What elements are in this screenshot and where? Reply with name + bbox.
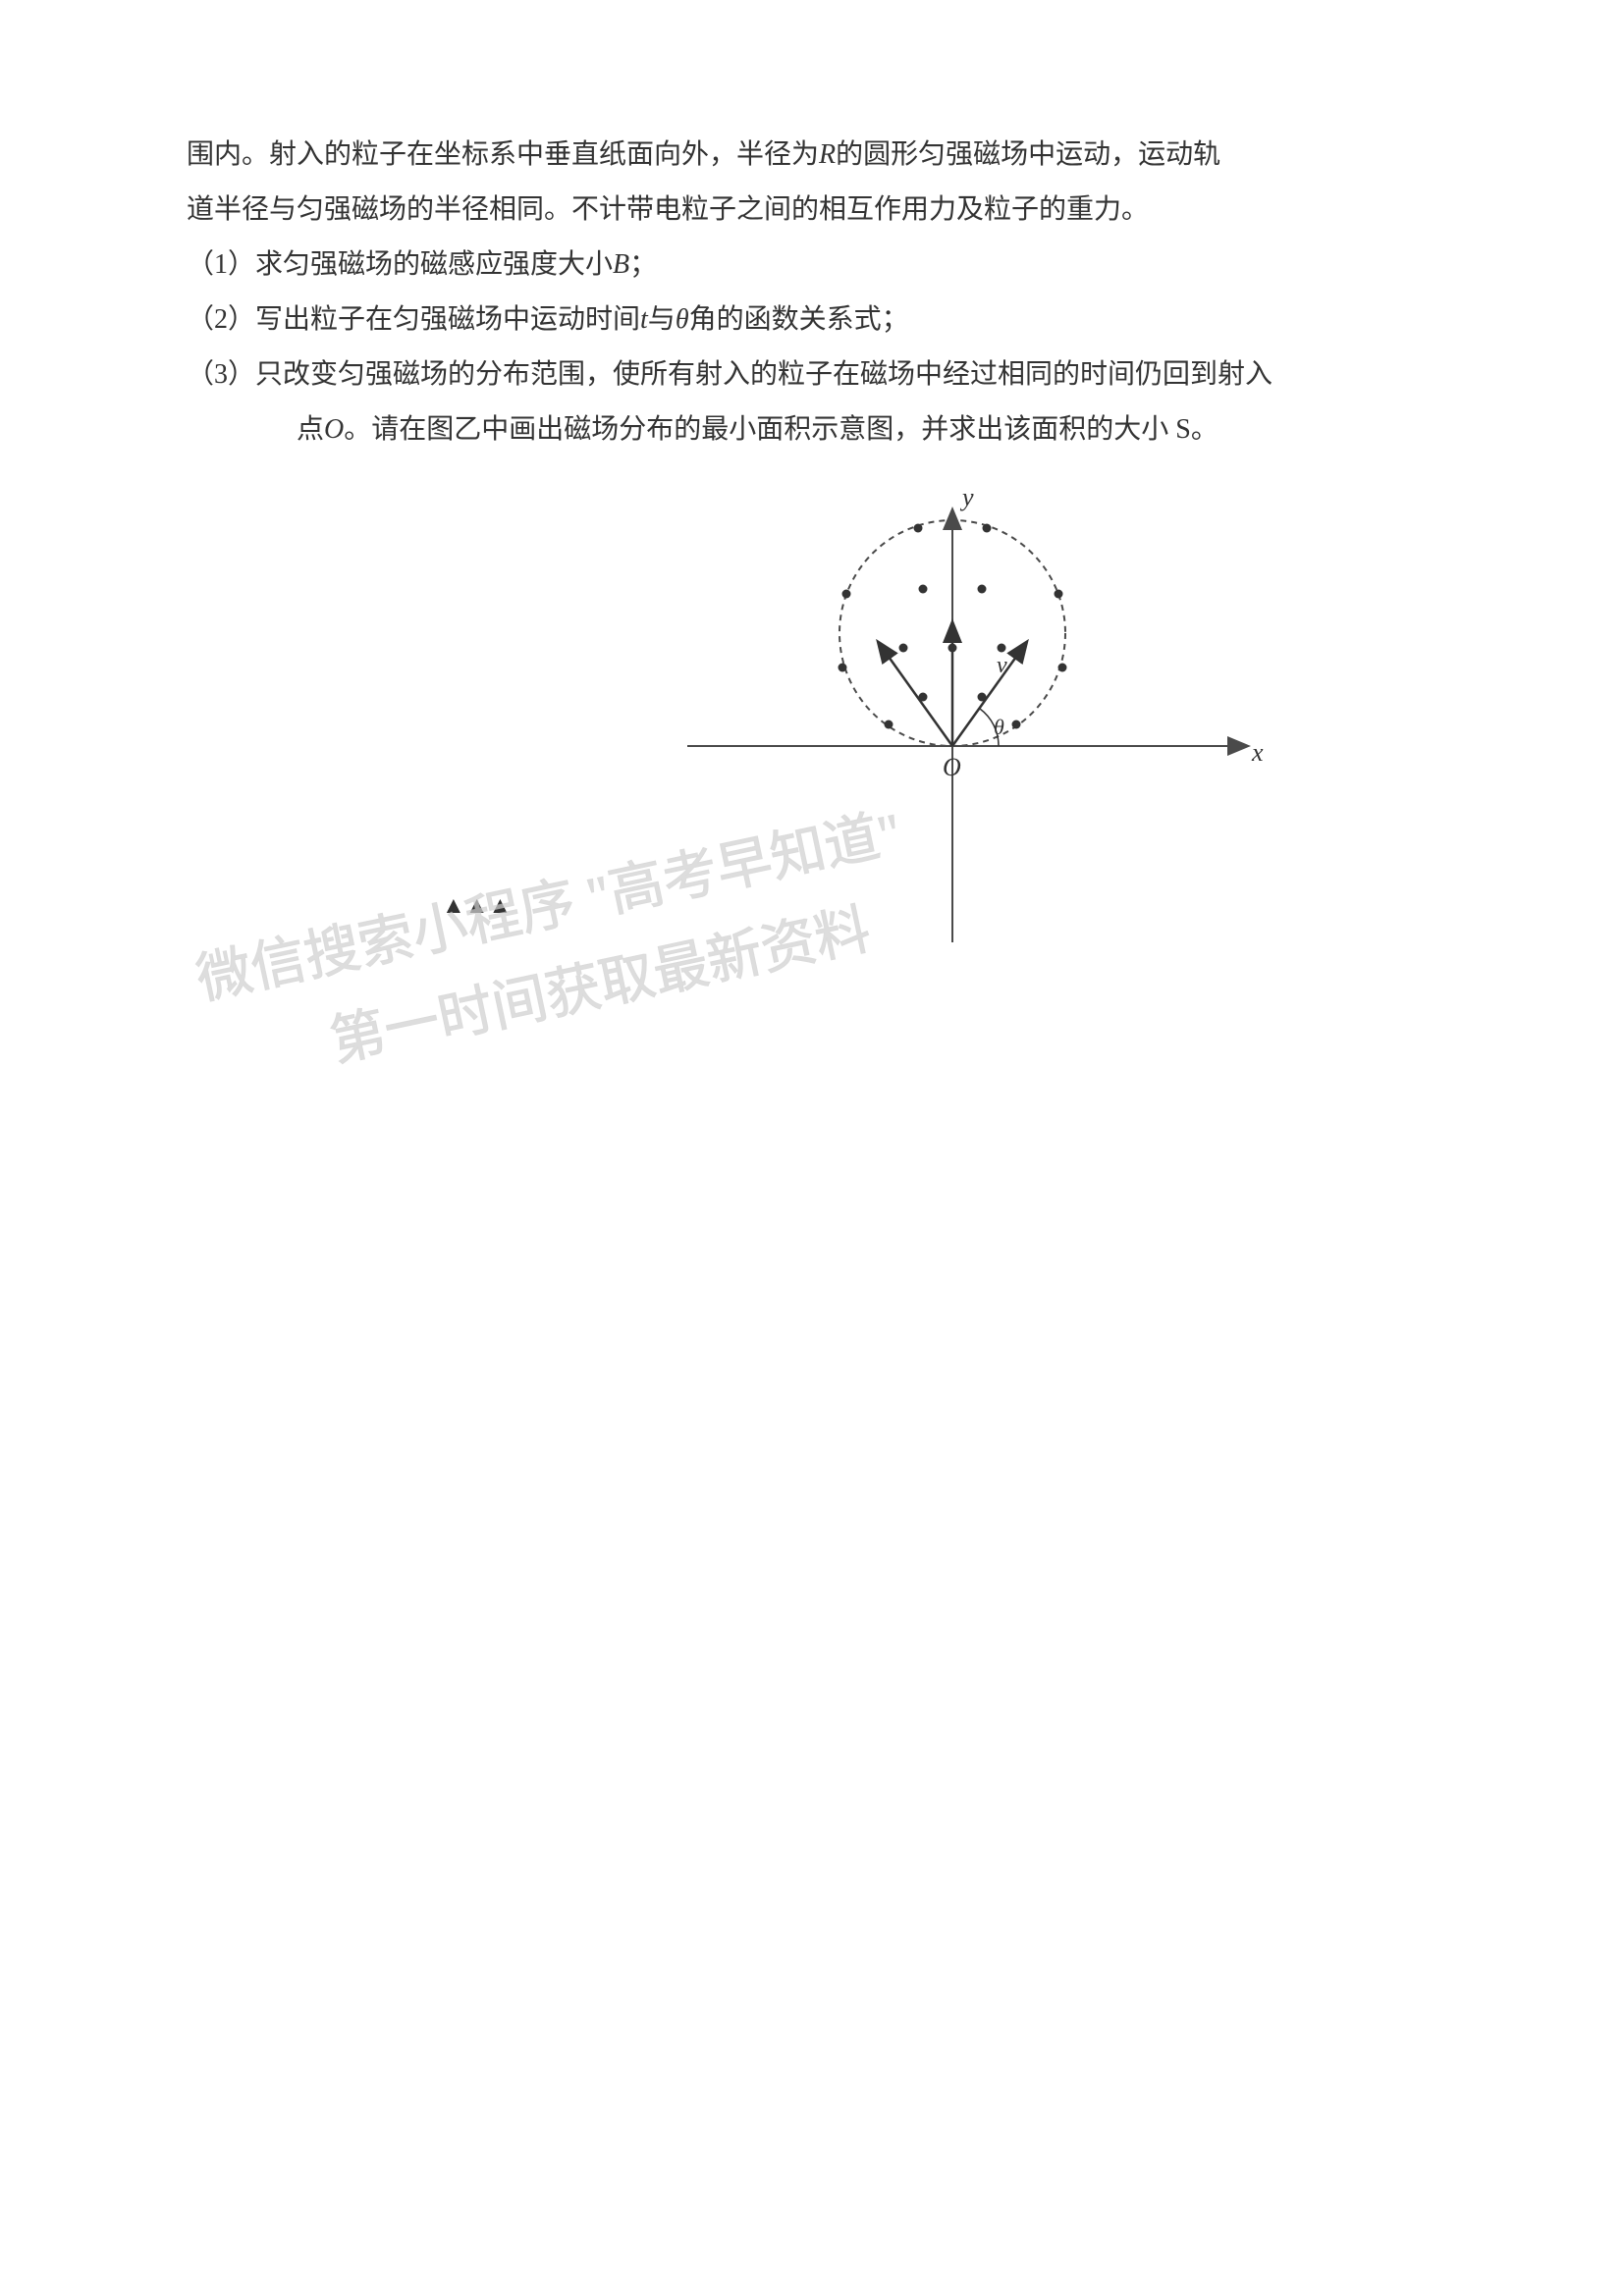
q3-cont: 点 [297, 414, 324, 445]
question-2: （2）写出粒子在匀强磁场中运动时间t与θ角的函数关系式； [187, 293, 1286, 347]
question-3-cont: 点O。请在图乙中画出磁场分布的最小面积示意图，并求出该面积的大小 S。 [187, 402, 1286, 457]
coordinate-diagram: y x O v θ [609, 471, 1296, 962]
triangle-marks: ▲▲▲ [442, 893, 512, 920]
variable-R: R [819, 139, 836, 170]
paragraph-1: 围内。射入的粒子在坐标系中垂直纸面向外，半径为R的圆形匀强磁场中运动，运动轨 [187, 128, 1286, 183]
variable-O: O [324, 414, 344, 445]
diagram-svg: y x O v θ [609, 471, 1296, 962]
y-label: y [959, 483, 974, 511]
perimeter-dot [914, 524, 923, 533]
perimeter-dot [1058, 664, 1067, 672]
origin-label: O [943, 753, 961, 781]
para1-cont: 的圆形匀强磁场中运动，运动轨 [836, 139, 1220, 170]
paragraph-2: 道半径与匀强磁场的半径相同。不计带电粒子之间的相互作用力及粒子的重力。 [187, 183, 1286, 238]
variable-t: t [640, 304, 648, 335]
perimeter-dot [839, 664, 847, 672]
field-dot [978, 585, 987, 594]
velocity-arrow-left [879, 643, 952, 746]
para2-text: 道半径与匀强磁场的半径相同。不计带电粒子之间的相互作用力及粒子的重力。 [187, 194, 1149, 225]
q3-end: 。请在图乙中画出磁场分布的最小面积示意图，并求出该面积的大小 S。 [344, 414, 1218, 445]
velocity-arrow-right [952, 643, 1026, 746]
q2-end: 角的函数关系式； [689, 304, 909, 335]
variable-theta: θ [676, 304, 689, 335]
perimeter-dot [1055, 590, 1063, 599]
question-3: （3）只改变匀强磁场的分布范围，使所有射入的粒子在磁场中经过相同的时间仍回到射入 [187, 347, 1286, 402]
velocity-label: v [997, 653, 1007, 678]
question-1: （1）求匀强磁场的磁感应强度大小B； [187, 238, 1286, 293]
field-dot [998, 644, 1006, 653]
angle-label: θ [994, 715, 1004, 739]
q1-text: （1）求匀强磁场的磁感应强度大小 [187, 249, 613, 280]
q1-end: ； [629, 249, 657, 280]
x-label: x [1251, 738, 1264, 767]
perimeter-dot [983, 524, 992, 533]
perimeter-dot [842, 590, 851, 599]
q2-text: （2）写出粒子在匀强磁场中运动时间 [187, 304, 640, 335]
q2-mid: 与 [648, 304, 676, 335]
field-dot [919, 585, 928, 594]
variable-B: B [613, 249, 629, 280]
perimeter-dot [885, 721, 893, 729]
text-content: 围内。射入的粒子在坐标系中垂直纸面向外，半径为R的圆形匀强磁场中运动，运动轨 道… [187, 128, 1286, 457]
q3-text: （3）只改变匀强磁场的分布范围，使所有射入的粒子在磁场中经过相同的时间仍回到射入 [187, 359, 1272, 390]
para1-text: 围内。射入的粒子在坐标系中垂直纸面向外，半径为 [187, 139, 819, 170]
perimeter-dot [1012, 721, 1021, 729]
field-dot [899, 644, 908, 653]
